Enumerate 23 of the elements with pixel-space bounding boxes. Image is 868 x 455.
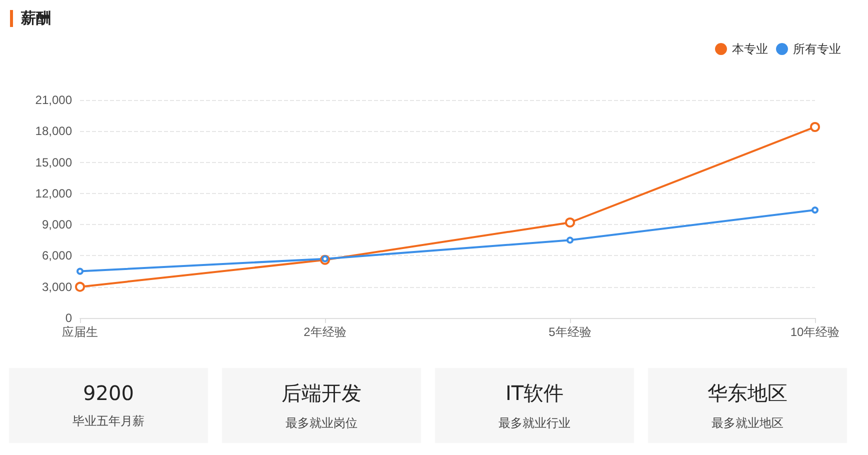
legend-label: 本专业 [732,42,768,56]
text: 最多就业岗位 [284,414,358,432]
x-tick-label: 5年经验 [548,325,592,339]
text: 最多就业行业 [498,414,572,432]
legend-label: 所有专业 [793,42,841,56]
text: 后端开发 [280,380,362,406]
y-tick-label: 0 [65,311,72,325]
y-tick-label: 18,000 [35,124,72,138]
text: 华东地区 [706,380,788,406]
y-tick-label: 15,000 [35,155,72,170]
x-tick-label: 应届生 [62,325,98,339]
y-tick-label: 6,000 [42,248,72,263]
text: IT软件 [504,380,565,406]
text: 最多就业地区 [710,414,784,432]
x-tick-label: 2年经验 [304,325,346,339]
chart-title: 薪酬 [21,8,51,28]
y-tick-label: 3,000 [42,280,72,294]
y-tick-label: 21,000 [35,93,72,107]
text: 毕业五年月薪 [72,413,146,430]
x-tick-label: 10年经验 [790,325,840,339]
y-tick-label: 12,000 [35,186,72,200]
text: 9200 [82,381,135,405]
y-tick-label: 9,000 [42,218,72,232]
